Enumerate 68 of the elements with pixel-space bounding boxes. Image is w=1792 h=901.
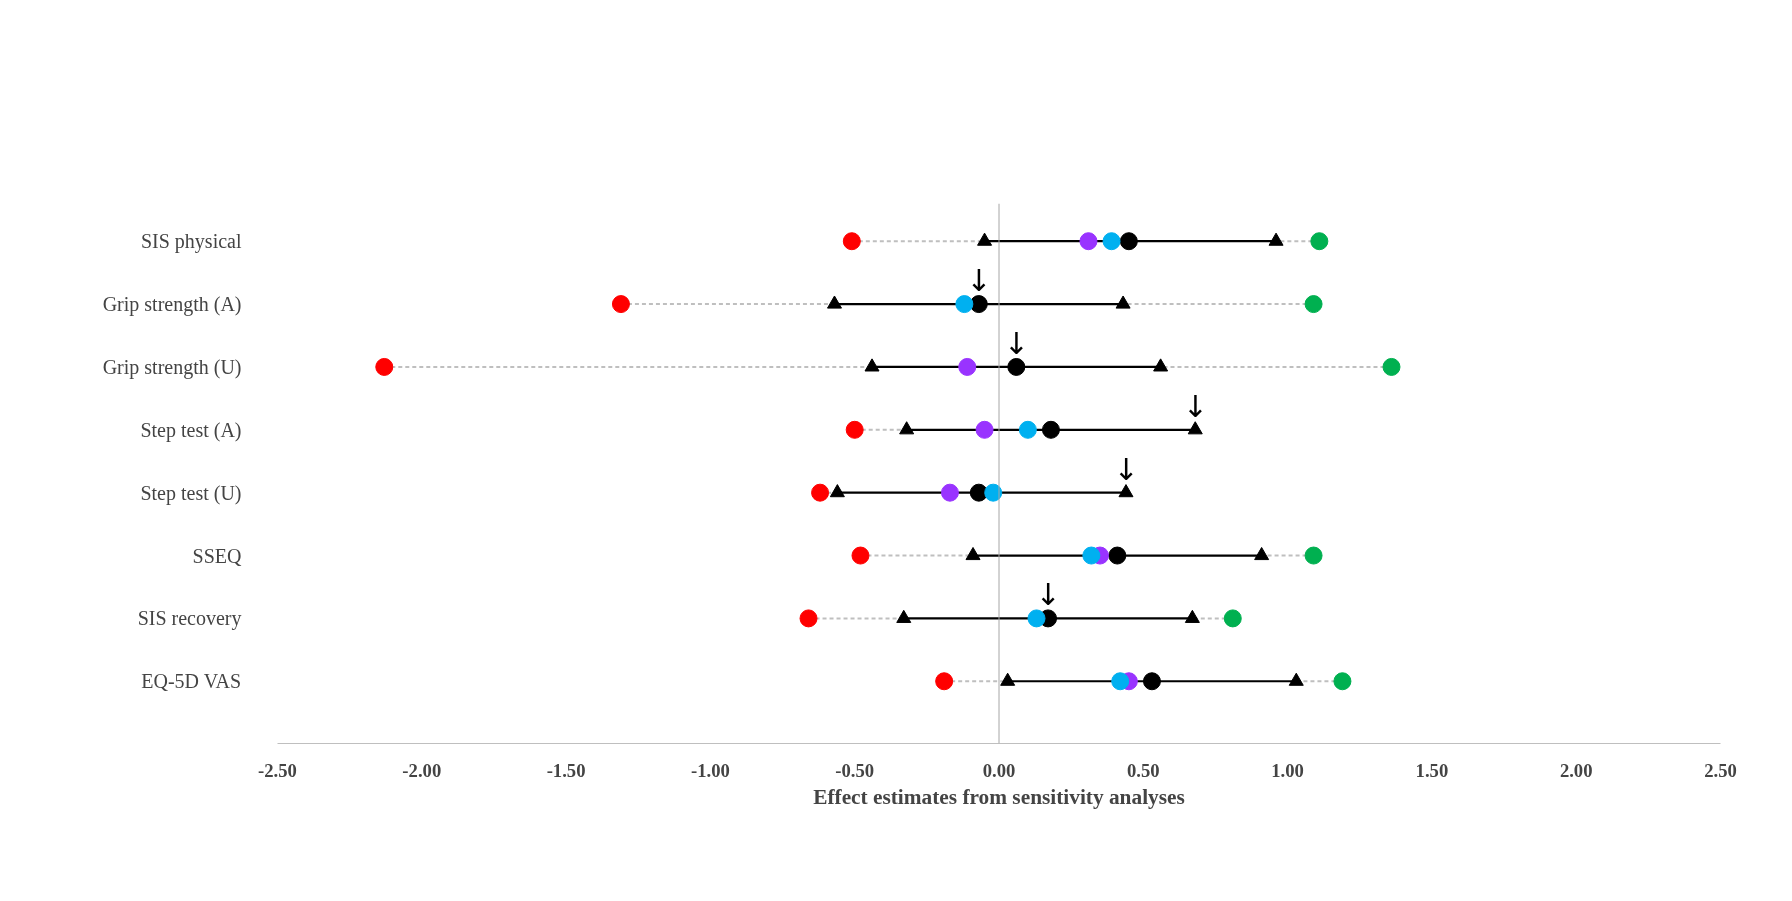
point xyxy=(1041,420,1060,439)
x-tick-label: -2.00 xyxy=(402,759,442,781)
point xyxy=(1111,672,1130,691)
point xyxy=(1333,672,1352,691)
point xyxy=(1254,546,1270,561)
point xyxy=(829,484,845,498)
annotation: ↓ xyxy=(1003,325,1029,361)
point xyxy=(1382,357,1401,376)
annotation: ↓ xyxy=(1035,577,1061,613)
point xyxy=(811,483,830,502)
x-tick-label: 2.00 xyxy=(1559,759,1593,781)
point xyxy=(969,483,988,502)
x-tick-label: -0.50 xyxy=(835,759,875,781)
x-tick-label: 1.00 xyxy=(1271,759,1304,781)
point xyxy=(1082,546,1101,565)
point xyxy=(955,295,974,314)
x-tick-label: -1.50 xyxy=(546,759,586,781)
y-tick-label: SIS recovery xyxy=(137,607,242,631)
point xyxy=(958,357,977,376)
y-tick-label: Step test (A) xyxy=(140,418,242,442)
point xyxy=(935,672,954,691)
x-tick-label: 1.50 xyxy=(1415,759,1449,781)
point xyxy=(1115,295,1131,309)
point xyxy=(1223,609,1242,628)
x-tick-label: 0.50 xyxy=(1126,759,1160,781)
x-tick-label: 2.50 xyxy=(1704,759,1737,781)
annotation: ↓ xyxy=(966,263,992,299)
point xyxy=(845,420,864,439)
point xyxy=(1007,357,1026,376)
point xyxy=(1018,420,1037,439)
y-tick-label: Grip strength (U) xyxy=(102,355,242,379)
point xyxy=(965,546,981,561)
point xyxy=(1079,232,1098,251)
point xyxy=(940,483,959,502)
x-tick-label: -1.00 xyxy=(690,759,730,781)
y-tick-label: EQ-5D VAS xyxy=(141,670,242,693)
x-tick-label: -2.50 xyxy=(258,759,297,781)
point xyxy=(1102,232,1121,251)
y-tick-label: Step test (U) xyxy=(140,481,242,505)
point xyxy=(864,358,880,372)
annotation: ↓ xyxy=(1182,388,1208,424)
point xyxy=(842,232,861,251)
point xyxy=(851,546,870,565)
point xyxy=(611,295,630,314)
point xyxy=(1268,232,1284,246)
point xyxy=(799,609,818,628)
y-tick-label: SSEQ xyxy=(192,544,243,567)
x-tick-label: 0.00 xyxy=(982,759,1016,781)
y-tick-label: Grip strength (A) xyxy=(102,293,242,317)
x-axis-title: Effect estimates from sensitivity analyses xyxy=(813,784,1185,809)
point xyxy=(1310,232,1329,251)
point xyxy=(1108,546,1127,565)
point xyxy=(1304,295,1323,314)
point xyxy=(1027,609,1046,628)
point xyxy=(1153,358,1169,372)
point xyxy=(827,295,842,309)
point xyxy=(1187,421,1203,435)
point xyxy=(975,420,994,439)
point xyxy=(977,232,993,246)
point xyxy=(1119,232,1138,251)
point xyxy=(1142,672,1161,691)
point xyxy=(1304,546,1323,565)
point xyxy=(1118,484,1134,498)
point xyxy=(375,357,394,376)
y-tick-label: SIS physical xyxy=(140,230,242,254)
annotation: ↓ xyxy=(1113,451,1139,487)
point xyxy=(899,421,915,435)
point xyxy=(969,295,988,314)
